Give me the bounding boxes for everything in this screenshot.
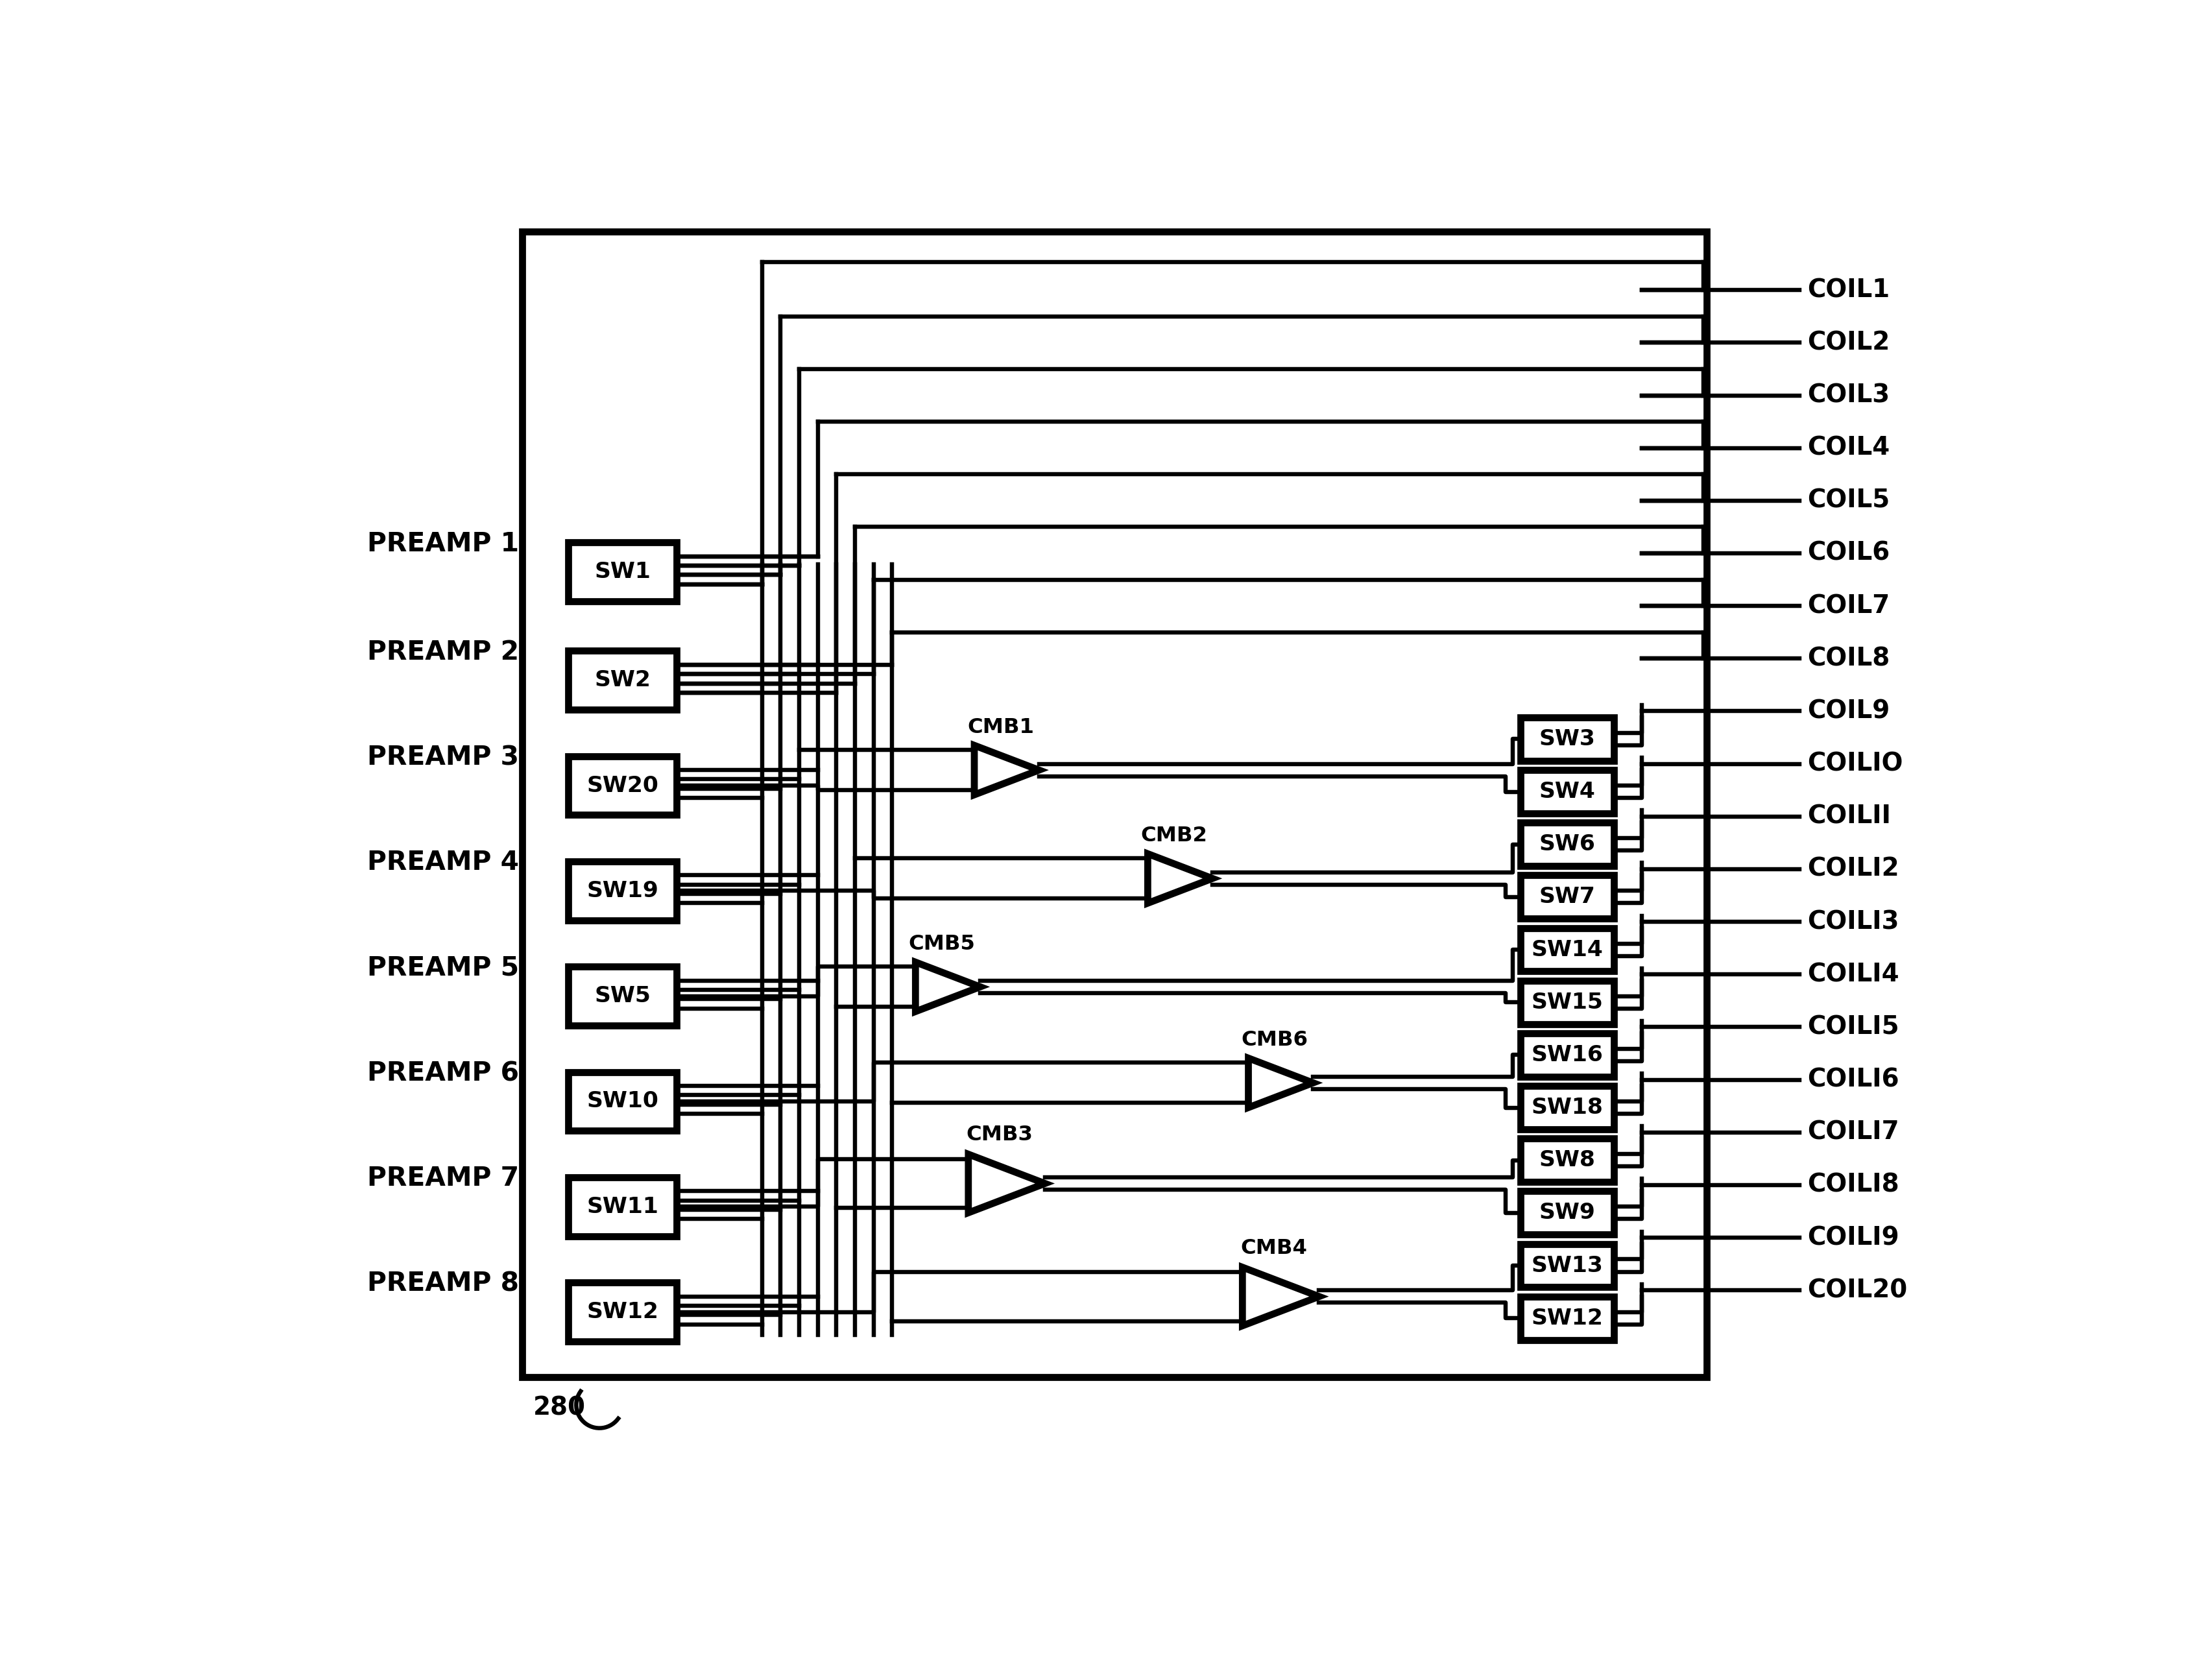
Polygon shape	[973, 746, 1040, 794]
Polygon shape	[1243, 1267, 1318, 1325]
Text: COILI2: COILI2	[1807, 856, 1900, 881]
Text: SW13: SW13	[1531, 1255, 1604, 1277]
Text: SW6: SW6	[1540, 834, 1595, 855]
Text: SW10: SW10	[586, 1092, 659, 1112]
Text: COILI3: COILI3	[1807, 910, 1898, 935]
Text: COIL7: COIL7	[1807, 594, 1889, 618]
Bar	[1522, 1192, 1613, 1235]
Text: CMB1: CMB1	[967, 718, 1035, 738]
Bar	[568, 756, 677, 814]
Bar	[1522, 875, 1613, 918]
Bar	[568, 1177, 677, 1237]
Text: SW12: SW12	[586, 1302, 659, 1324]
Bar	[1522, 1138, 1613, 1182]
Bar	[568, 542, 677, 601]
Bar	[568, 651, 677, 709]
Text: SW15: SW15	[1531, 991, 1604, 1013]
Text: SW14: SW14	[1531, 940, 1604, 960]
Text: 280: 280	[533, 1395, 586, 1420]
Text: COILIO: COILIO	[1807, 751, 1902, 776]
Bar	[568, 861, 677, 920]
Text: PREAMP 1: PREAMP 1	[367, 531, 520, 557]
Text: PREAMP 6: PREAMP 6	[367, 1060, 520, 1087]
Bar	[1522, 1087, 1613, 1130]
Text: COILII: COILII	[1807, 804, 1891, 829]
Text: COIL5: COIL5	[1807, 489, 1889, 512]
Text: COILI8: COILI8	[1807, 1173, 1900, 1197]
Text: PREAMP 5: PREAMP 5	[367, 955, 520, 981]
Polygon shape	[1248, 1058, 1314, 1108]
Text: PREAMP 2: PREAMP 2	[367, 639, 520, 666]
Text: CMB3: CMB3	[967, 1125, 1033, 1145]
Text: CMB6: CMB6	[1241, 1030, 1307, 1050]
Text: PREAMP 7: PREAMP 7	[367, 1167, 520, 1192]
Bar	[522, 232, 1708, 1377]
Bar	[1522, 928, 1613, 971]
Text: CMB4: CMB4	[1241, 1238, 1307, 1258]
Text: COIL6: COIL6	[1807, 541, 1889, 566]
Text: SW1: SW1	[595, 561, 650, 582]
Text: COILI7: COILI7	[1807, 1120, 1900, 1145]
Text: PREAMP 3: PREAMP 3	[367, 744, 520, 771]
Polygon shape	[969, 1155, 1044, 1213]
Text: COIL9: COIL9	[1807, 699, 1889, 724]
Text: CMB5: CMB5	[909, 935, 975, 955]
Text: SW12: SW12	[1531, 1307, 1604, 1329]
Bar	[1522, 718, 1613, 761]
Bar	[1522, 1243, 1613, 1287]
Text: SW7: SW7	[1540, 886, 1595, 908]
Text: COIL8: COIL8	[1807, 646, 1889, 671]
Text: COIL2: COIL2	[1807, 330, 1889, 355]
Bar	[1522, 1033, 1613, 1077]
Text: COIL3: COIL3	[1807, 384, 1889, 407]
Text: PREAMP 8: PREAMP 8	[367, 1272, 520, 1297]
Text: CMB2: CMB2	[1141, 826, 1208, 846]
Text: COILI4: COILI4	[1807, 961, 1900, 986]
Text: COIL20: COIL20	[1807, 1278, 1907, 1302]
Text: SW11: SW11	[586, 1197, 659, 1217]
Text: SW4: SW4	[1540, 781, 1595, 803]
Text: PREAMP 4: PREAMP 4	[367, 850, 520, 876]
Polygon shape	[916, 961, 980, 1011]
Bar	[1522, 823, 1613, 866]
Text: COILI9: COILI9	[1807, 1225, 1900, 1250]
Text: SW19: SW19	[586, 880, 659, 901]
Text: SW18: SW18	[1531, 1097, 1604, 1118]
Bar	[1522, 769, 1613, 813]
Text: COIL1: COIL1	[1807, 277, 1889, 302]
Bar	[1522, 981, 1613, 1025]
Text: SW16: SW16	[1531, 1045, 1604, 1066]
Text: SW2: SW2	[595, 669, 650, 691]
Text: SW9: SW9	[1540, 1202, 1595, 1223]
Text: SW8: SW8	[1540, 1150, 1595, 1172]
Polygon shape	[1148, 855, 1212, 903]
Text: SW5: SW5	[595, 985, 650, 1006]
Bar	[568, 1071, 677, 1132]
Text: COILI5: COILI5	[1807, 1015, 1900, 1040]
Bar	[1522, 1297, 1613, 1340]
Bar	[568, 966, 677, 1025]
Bar	[568, 1282, 677, 1342]
Text: COILI6: COILI6	[1807, 1068, 1900, 1092]
Text: SW3: SW3	[1540, 728, 1595, 749]
Text: SW20: SW20	[586, 774, 659, 796]
Text: COIL4: COIL4	[1807, 436, 1889, 461]
